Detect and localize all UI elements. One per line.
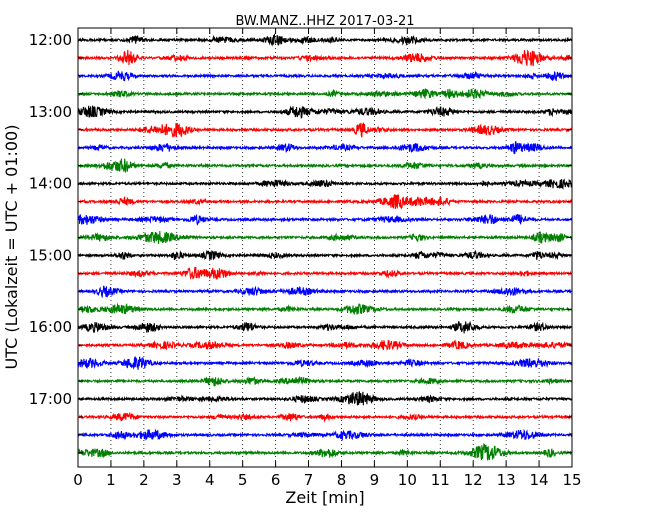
x-tick-label: 6	[271, 471, 281, 489]
x-tick-label: 5	[238, 471, 248, 489]
trace-line	[77, 194, 573, 210]
x-axis-ticks: 0 1 2 3 4 5 6 7 8 9 10 11 12 13 14 15	[73, 28, 582, 489]
x-tick-label: 15	[562, 471, 581, 489]
x-tick-label: 13	[497, 471, 516, 489]
x-tick-label: 11	[431, 471, 450, 489]
trace-line	[77, 355, 573, 370]
trace-line	[77, 49, 573, 67]
trace-line	[77, 178, 573, 190]
trace-line	[77, 158, 573, 173]
x-tick-label: 7	[304, 471, 314, 489]
trace-line	[77, 320, 573, 334]
y-tick-label: 16:00	[29, 318, 72, 336]
x-axis-label: Zeit [min]	[285, 488, 364, 507]
trace-line	[77, 302, 573, 315]
trace-line	[77, 443, 573, 461]
trace-line	[77, 213, 573, 226]
y-tick-label: 15:00	[29, 246, 72, 264]
x-tick-label: 8	[337, 471, 347, 489]
y-tick-label: 17:00	[29, 390, 72, 408]
trace-line	[77, 411, 573, 423]
trace-line	[77, 266, 573, 281]
y-tick-label: 12:00	[29, 31, 72, 49]
trace-line	[77, 249, 573, 261]
trace-line	[77, 285, 573, 299]
trace-line	[77, 339, 573, 351]
x-tick-label: 12	[464, 471, 483, 489]
trace-line	[77, 231, 573, 244]
x-tick-label: 14	[530, 471, 549, 489]
x-tick-label: 1	[106, 471, 116, 489]
seismogram-traces	[77, 33, 573, 461]
x-tick-label: 0	[73, 471, 83, 489]
x-tick-label: 9	[370, 471, 380, 489]
y-tick-label: 13:00	[29, 103, 72, 121]
x-tick-label: 3	[172, 471, 182, 489]
trace-line	[77, 33, 573, 47]
trace-line	[77, 141, 573, 155]
x-tick-label: 2	[139, 471, 149, 489]
trace-line	[77, 105, 573, 119]
y-axis-label: UTC (Lokalzeit = UTC + 01:00)	[2, 125, 21, 370]
y-axis-ticks: 12:00 13:00 14:00 15:00 16:00 17:00	[29, 31, 572, 454]
trace-line	[77, 122, 573, 138]
chart-title: BW.MANZ..HHZ 2017-03-21	[235, 14, 414, 29]
x-tick-label: 10	[398, 471, 417, 489]
trace-line	[77, 70, 573, 82]
x-tick-label: 4	[205, 471, 215, 489]
trace-line	[77, 391, 573, 406]
trace-line	[77, 87, 573, 100]
plot-frame	[77, 27, 573, 468]
trace-line	[77, 375, 573, 387]
trace-line	[77, 428, 573, 442]
y-tick-label: 14:00	[29, 175, 72, 193]
